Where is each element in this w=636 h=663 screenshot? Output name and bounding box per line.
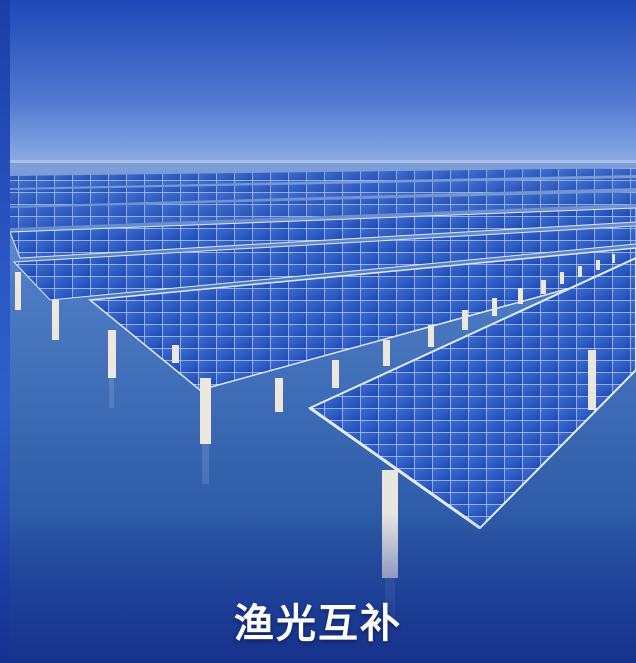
caption-title: 渔光互补 bbox=[234, 601, 402, 647]
horizon-line bbox=[0, 160, 636, 164]
foreground-panel-row bbox=[308, 256, 636, 530]
middle-panel-rows bbox=[9, 207, 636, 391]
pillars-middle bbox=[15, 254, 615, 444]
distant-panel-rows bbox=[10, 168, 636, 228]
left-edge-strip bbox=[0, 0, 10, 663]
bottom-gradient bbox=[0, 513, 636, 663]
sky bbox=[0, 0, 636, 165]
